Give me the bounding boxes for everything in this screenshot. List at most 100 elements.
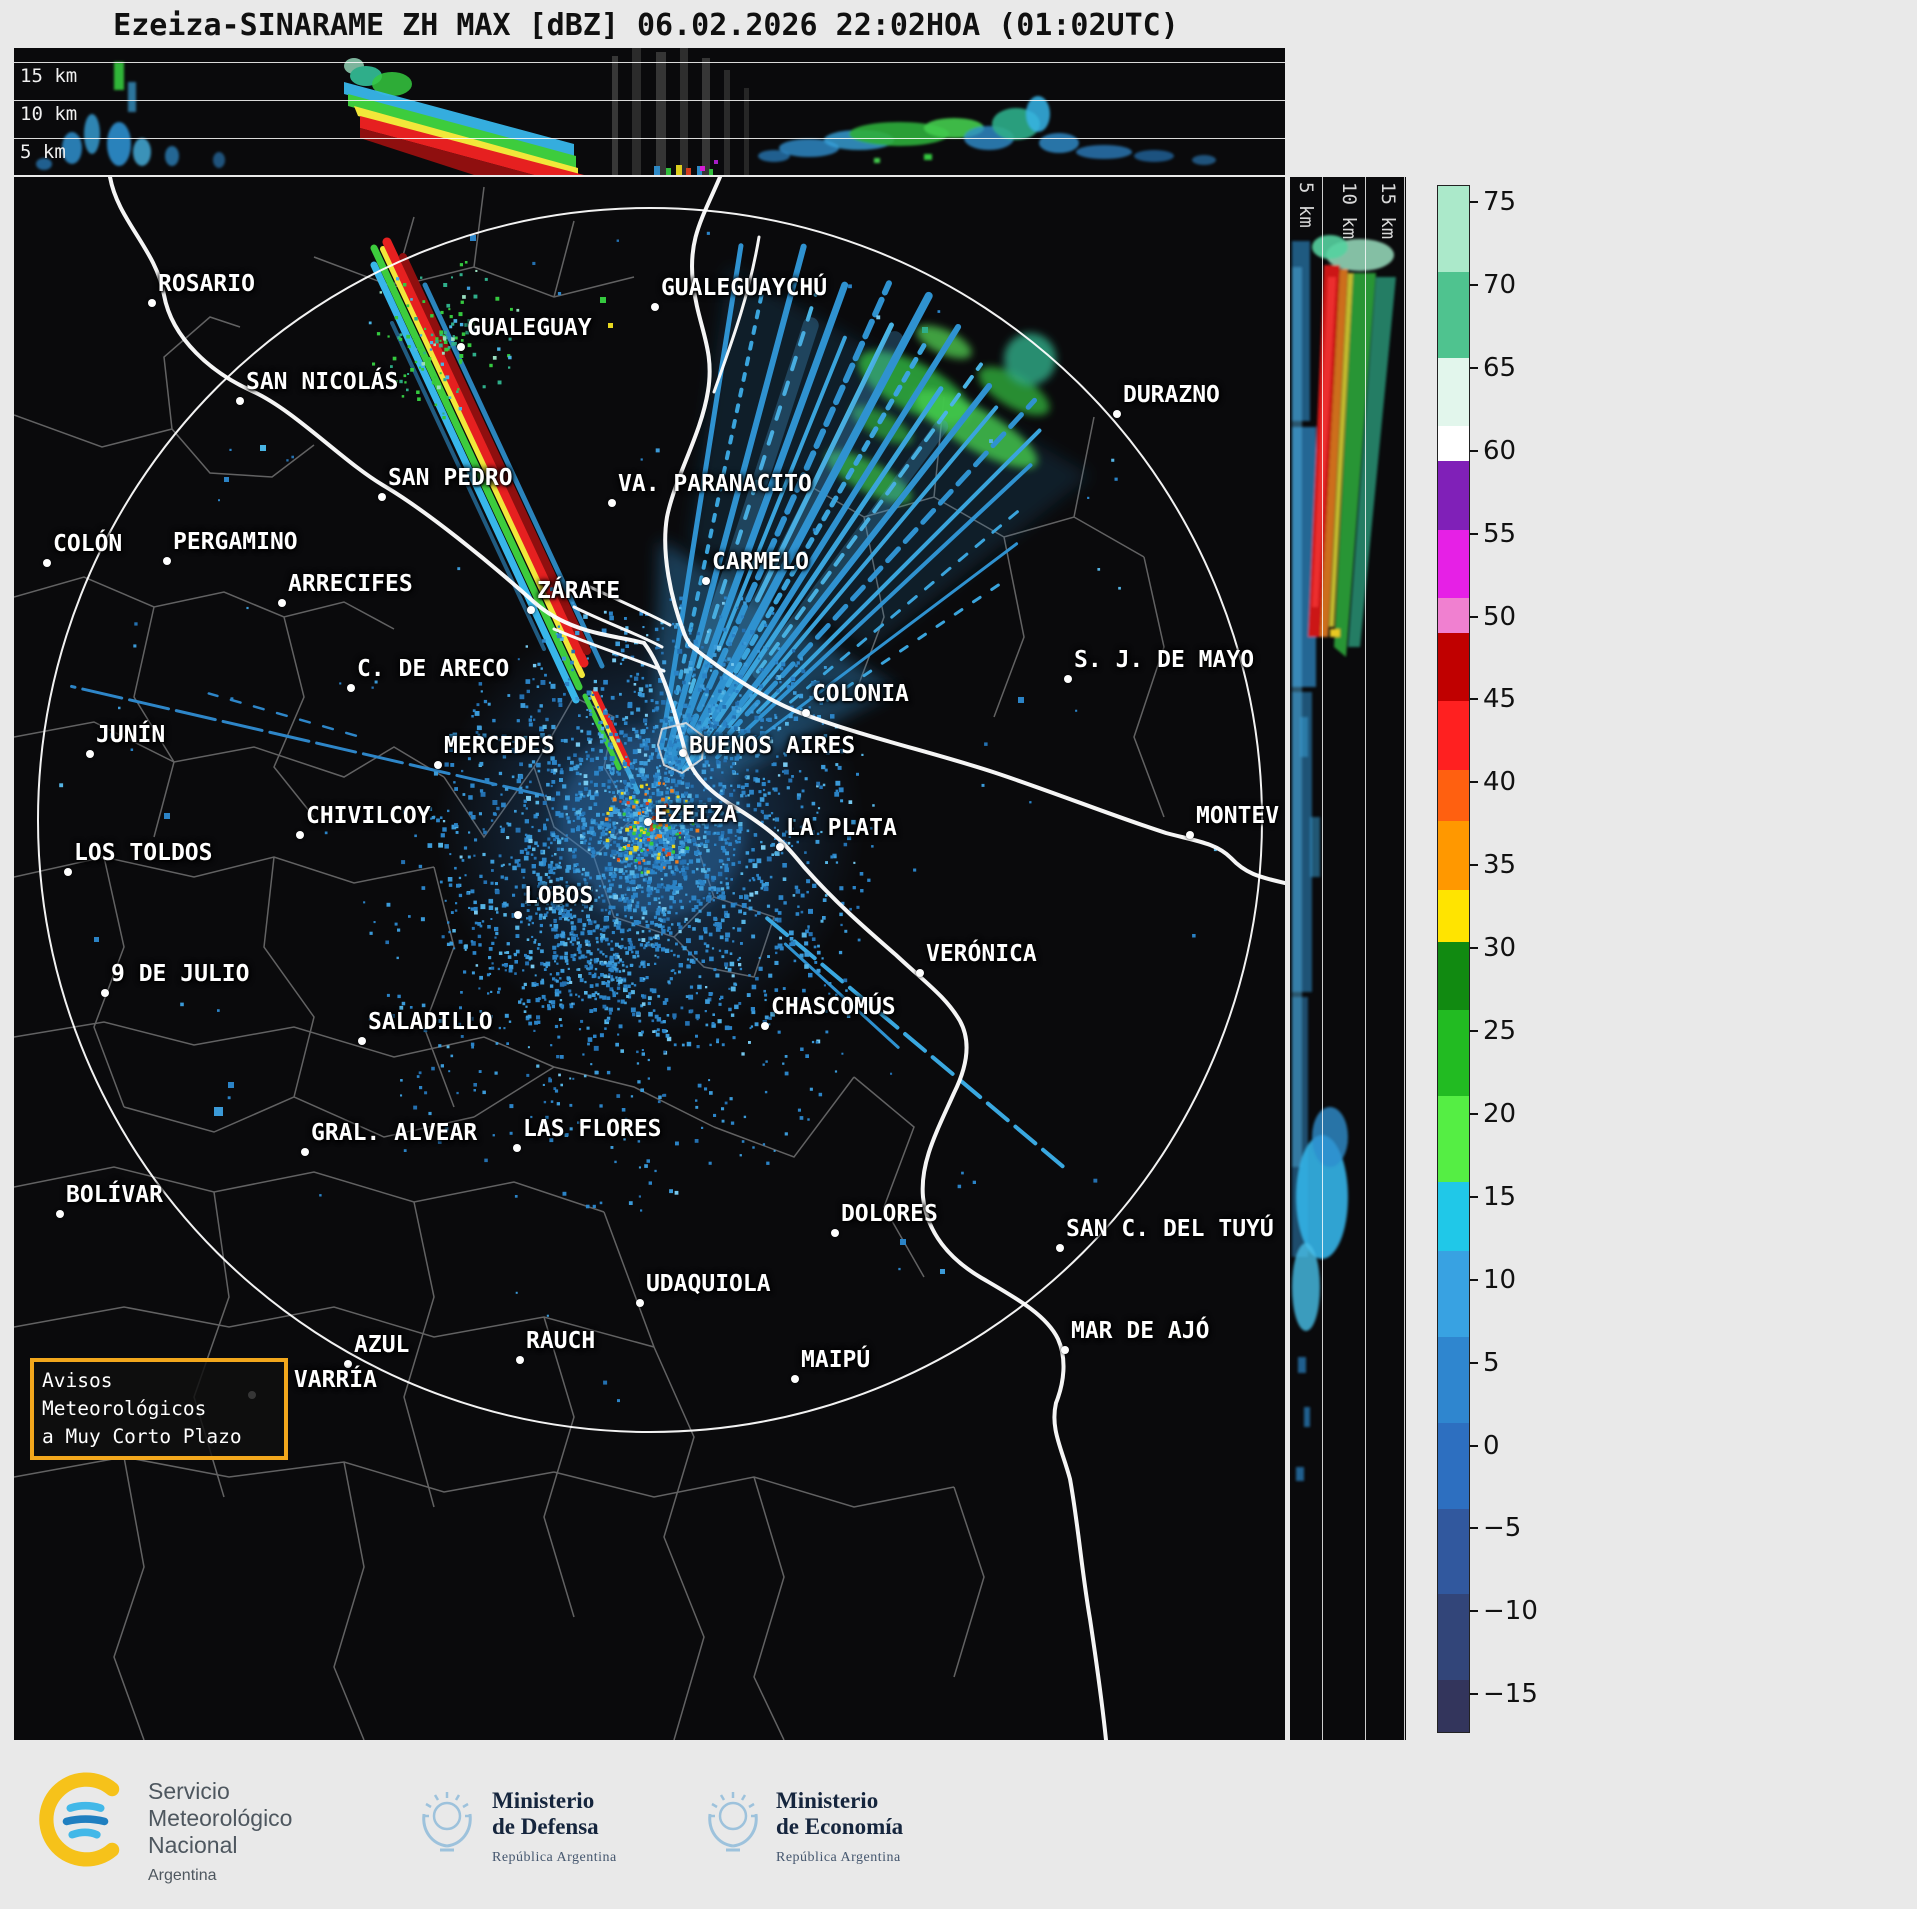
radar-range-circle — [37, 207, 1263, 1433]
city-label: GRAL. ALVEAR — [311, 1119, 478, 1146]
city-dot — [346, 683, 355, 692]
isolated-echo-layer — [94, 235, 1024, 1274]
city-label: MAR DE AJÓ — [1070, 1318, 1210, 1345]
colorbar-tick-label: −15 — [1483, 1679, 1538, 1710]
radial-spike-layer — [70, 243, 1065, 1169]
city-label: BUENOS AIRES — [689, 732, 856, 759]
city-dot — [915, 969, 924, 978]
colorbar-tick-label: 35 — [1483, 850, 1517, 881]
city-label: LAS FLORES — [523, 1115, 662, 1142]
city-label: MAIPÚ — [801, 1346, 871, 1373]
colorbar-tick-label: 45 — [1483, 684, 1517, 715]
city-label: GUALEGUAYCHÚ — [660, 275, 828, 302]
city-label: JUNÍN — [96, 722, 166, 749]
colorbar-tick-label: 25 — [1483, 1016, 1517, 1047]
colorbar-tickmark — [1470, 283, 1478, 286]
city-dot — [43, 559, 52, 568]
city-dot — [434, 761, 442, 769]
colorbar-band — [1438, 357, 1469, 427]
colorbar-band — [1438, 1594, 1469, 1681]
colorbar-tickmark — [1470, 947, 1478, 950]
colorbar-band — [1438, 1680, 1469, 1732]
city-dot — [457, 343, 465, 352]
colorbar-band — [1438, 460, 1469, 530]
colorbar-tick-label: 65 — [1483, 352, 1517, 383]
city-label: VARRÍA — [293, 1367, 378, 1394]
city-dot — [1186, 831, 1195, 840]
city-label: CARMELO — [712, 549, 809, 576]
city-dot — [56, 1210, 64, 1219]
city-dot — [608, 499, 616, 508]
city-dot — [148, 298, 157, 307]
city-label: MERCEDES — [444, 733, 555, 759]
warning-line-2: a Muy Corto Plazo — [42, 1425, 242, 1448]
top-profile-echoes — [36, 48, 1216, 175]
height-label: 5 km — [20, 141, 66, 163]
defensa-wordmark: Ministerio de Defensa República Argentin… — [492, 1788, 617, 1871]
colorbar-tickmark — [1470, 449, 1478, 452]
ministry-sub: República Argentina — [776, 1850, 901, 1865]
city-label: SAN PEDRO — [387, 464, 513, 491]
city-dot — [86, 750, 94, 759]
height-gridline — [1365, 177, 1366, 1740]
city-label: COLÓN — [53, 531, 123, 558]
colorbar-band — [1438, 1010, 1469, 1097]
city-layer: ROSARIO GUALEGUAYCHÚ GUALEGUAY SAN NICOLÁS D… — [14, 177, 1285, 1740]
colorbar-tick-label: 5 — [1483, 1347, 1500, 1378]
height-gridline — [1322, 177, 1323, 1740]
city-label: AZUL — [354, 1331, 410, 1358]
city-label: EZEIZA — [653, 802, 738, 829]
height-label: 5 km — [1295, 182, 1317, 228]
colorbar-tick-label: 60 — [1483, 435, 1517, 466]
colorbar-band — [1438, 1508, 1469, 1595]
city-dot — [513, 911, 522, 920]
warning-overlay-button[interactable]: Avisos Meteorológicos a Muy Corto Plazo — [30, 1358, 288, 1460]
city-dot — [776, 843, 785, 852]
colorbar-tick-label: 10 — [1483, 1264, 1517, 1295]
smn-logo-icon — [39, 1772, 120, 1867]
buenos-aires-city-outline — [656, 721, 706, 775]
colorbar-tickmark — [1470, 1030, 1478, 1033]
colorbar-tick-label: −10 — [1483, 1596, 1538, 1627]
smn-country: Argentina — [148, 1867, 217, 1884]
top-profile-center-spikes — [612, 48, 749, 175]
colorbar-tick-label: 40 — [1483, 767, 1517, 798]
colorbar-tickmark — [1470, 781, 1478, 784]
top-height-profile-panel: 15 km 10 km 5 km — [14, 48, 1285, 175]
smn-logo — [38, 1772, 133, 1867]
colorbar-band — [1438, 1182, 1469, 1251]
colorbar-tick-label: 55 — [1483, 518, 1517, 549]
city-dot — [295, 831, 304, 840]
city-dot — [235, 396, 244, 405]
coat-of-arms-icon — [422, 1792, 472, 1852]
city-label: LOBOS — [523, 883, 594, 910]
warning-line-1: Avisos Meteorológicos — [42, 1369, 207, 1420]
top-profile-right-echoes — [758, 96, 1216, 165]
colorbar-band — [1438, 186, 1469, 272]
smn-line: Nacional — [148, 1832, 238, 1858]
city-label: RAUCH — [525, 1328, 596, 1355]
height-label: 10 km — [1338, 182, 1360, 240]
colorbar-tick-label: 20 — [1483, 1098, 1517, 1129]
height-label: 15 km — [20, 65, 78, 87]
colorbar-tick-label: −5 — [1483, 1513, 1522, 1544]
colorbar-tickmark — [1470, 366, 1478, 369]
colorbar-band — [1438, 1336, 1469, 1423]
colorbar-tickmark — [1470, 864, 1478, 867]
city-label: VERÓNICA — [925, 941, 1037, 968]
colorbar-band — [1438, 632, 1469, 702]
city-label: MONTEV — [1196, 803, 1280, 830]
city-dot — [278, 599, 287, 608]
top-profile-left-echoes — [36, 62, 225, 170]
city-label: DOLORES — [840, 1200, 938, 1227]
city-dot — [635, 1298, 644, 1307]
city-dot — [1056, 1243, 1065, 1252]
colorbar-bands — [1437, 185, 1470, 1733]
colorbar-band — [1438, 426, 1469, 461]
city-label: C. DE ARECO — [356, 655, 510, 682]
height-gridline — [1404, 177, 1405, 1740]
colorbar-band — [1438, 769, 1469, 822]
economia-emblem — [698, 1786, 768, 1856]
city-dot — [101, 989, 109, 998]
colorbar-tickmark — [1470, 1195, 1478, 1198]
